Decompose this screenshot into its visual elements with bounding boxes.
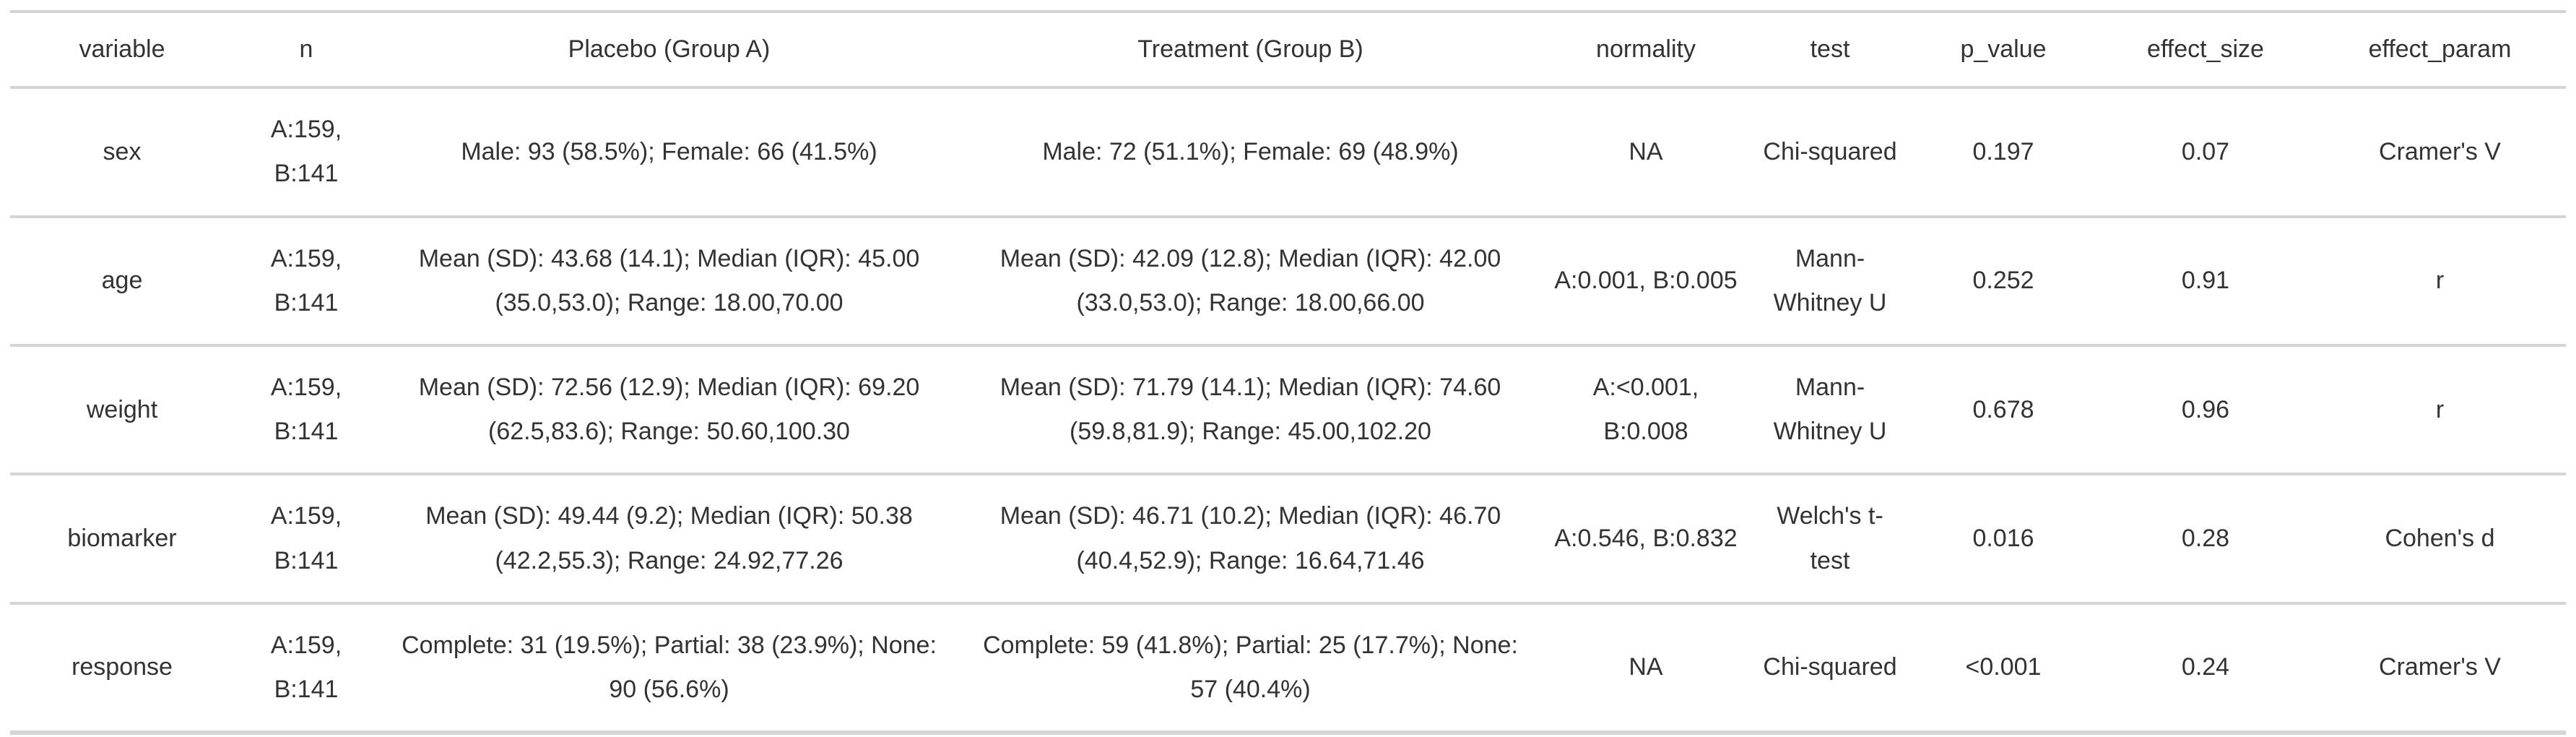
cell-test: Chi-squared — [1763, 137, 1897, 165]
cell-placebo: Complete: 31 (19.5%); Partial: 38 (23.9%… — [402, 631, 937, 703]
cell-normality: A:<0.001, B:0.008 — [1592, 373, 1699, 446]
table-row-biomarker: biomarker A:159, B:141 Mean (SD): 49.44 … — [10, 474, 2566, 603]
cell-variable: response — [71, 653, 173, 681]
cell-placebo: Mean (SD): 43.68 (14.1); Median (IQR): 4… — [418, 244, 920, 316]
cell-normality: A:0.546, B:0.832 — [1554, 524, 1738, 552]
cell-treatment: Male: 72 (51.1%); Female: 69 (48.9%) — [1042, 137, 1459, 165]
cell-test: Mann-Whitney U — [1773, 373, 1887, 446]
cell-treatment: Mean (SD): 42.09 (12.8); Median (IQR): 4… — [999, 244, 1501, 316]
cell-variable: biomarker — [67, 524, 177, 552]
table-row-age: age A:159, B:141 Mean (SD): 43.68 (14.1)… — [10, 217, 2566, 345]
header-row: variable n Placebo (Group A) Treatment (… — [10, 12, 2566, 88]
table-row-sex: sex A:159, B:141 Male: 93 (58.5%); Femal… — [10, 87, 2566, 217]
cell-test: Welch's t-test — [1777, 502, 1883, 574]
cell-placebo: Mean (SD): 72.56 (12.9); Median (IQR): 6… — [418, 373, 920, 446]
column-header-placebo-group-a: Placebo (Group A) — [568, 35, 771, 63]
table-row-response: response A:159, B:141 Complete: 31 (19.5… — [10, 603, 2566, 733]
column-header-treatment-group-b: Treatment (Group B) — [1137, 35, 1363, 63]
cell-effect-param: r — [2435, 395, 2445, 423]
cell-n: A:159, B:141 — [270, 116, 342, 188]
cell-effect-size: 0.28 — [2181, 524, 2230, 552]
cell-effect-param: Cramer's V — [2379, 653, 2501, 681]
statistical-summary-table: variable n Placebo (Group A) Treatment (… — [10, 10, 2566, 735]
table-body: sex A:159, B:141 Male: 93 (58.5%); Femal… — [10, 87, 2566, 733]
cell-treatment: Mean (SD): 71.79 (14.1); Median (IQR): 7… — [999, 373, 1501, 446]
cell-normality: A:0.001, B:0.005 — [1554, 267, 1738, 295]
cell-normality: NA — [1629, 137, 1663, 165]
cell-effect-size: 0.07 — [2181, 137, 2230, 165]
table-header: variable n Placebo (Group A) Treatment (… — [10, 12, 2566, 88]
cell-effect-size: 0.91 — [2181, 267, 2230, 295]
cell-placebo: Mean (SD): 49.44 (9.2); Median (IQR): 50… — [425, 502, 913, 574]
column-header-p-value: p_value — [1960, 35, 2047, 63]
cell-variable: weight — [86, 395, 158, 423]
table-row-weight: weight A:159, B:141 Mean (SD): 72.56 (12… — [10, 345, 2566, 475]
cell-n: A:159, B:141 — [270, 631, 342, 703]
cell-test: Chi-squared — [1763, 653, 1897, 681]
cell-treatment: Complete: 59 (41.8%); Partial: 25 (17.7%… — [983, 631, 1518, 703]
cell-effect-size: 0.24 — [2181, 653, 2230, 681]
cell-effect-param: r — [2435, 267, 2445, 295]
cell-p-value: 0.016 — [1972, 524, 2034, 552]
cell-n: A:159, B:141 — [270, 244, 342, 316]
column-header-effect-param: effect_param — [2368, 35, 2512, 63]
cell-placebo: Male: 93 (58.5%); Female: 66 (41.5%) — [461, 137, 877, 165]
cell-variable: sex — [103, 137, 142, 165]
cell-p-value: 0.197 — [1972, 137, 2034, 165]
column-header-test: test — [1810, 35, 1850, 63]
cell-p-value: 0.252 — [1972, 267, 2034, 295]
cell-effect-param: Cohen's d — [2385, 524, 2495, 552]
column-header-n: n — [299, 35, 313, 63]
cell-n: A:159, B:141 — [270, 373, 342, 446]
cell-normality: NA — [1629, 653, 1663, 681]
column-header-normality: normality — [1596, 35, 1696, 63]
column-header-effect-size: effect_size — [2147, 35, 2264, 63]
cell-p-value: <0.001 — [1965, 653, 2042, 681]
cell-n: A:159, B:141 — [270, 502, 342, 574]
cell-test: Mann-Whitney U — [1773, 244, 1887, 316]
cell-effect-param: Cramer's V — [2379, 137, 2501, 165]
cell-effect-size: 0.96 — [2181, 395, 2230, 423]
cell-treatment: Mean (SD): 46.71 (10.2); Median (IQR): 4… — [999, 502, 1501, 574]
cell-p-value: 0.678 — [1972, 395, 2034, 423]
column-header-variable: variable — [79, 35, 165, 63]
cell-variable: age — [101, 267, 143, 295]
